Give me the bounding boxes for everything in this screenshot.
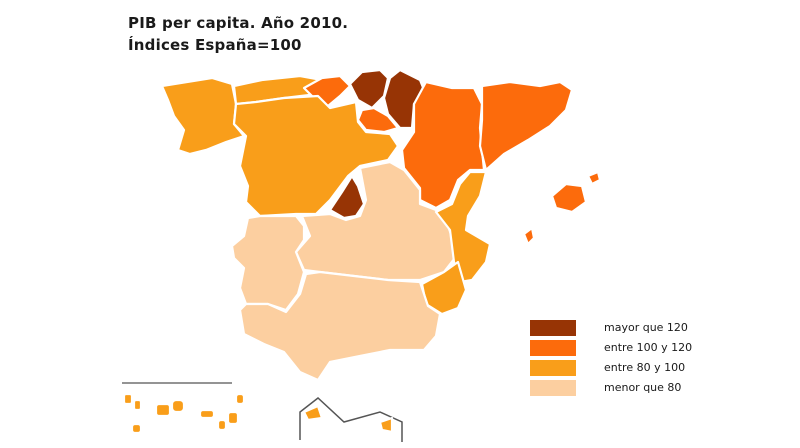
legend-item: menor que 80	[530, 378, 692, 397]
island-tenerife[interactable]	[154, 402, 172, 418]
island-lanzarote[interactable]	[226, 410, 240, 426]
legend-swatch	[530, 359, 576, 376]
legend-item: entre 80 y 100	[530, 358, 692, 377]
island-fuerteventura[interactable]	[198, 408, 216, 420]
region-baleares-mallorca[interactable]	[550, 182, 588, 214]
island-la-palma[interactable]	[132, 398, 143, 412]
region-ceuta[interactable]	[302, 404, 324, 422]
legend-label: mayor que 120	[604, 321, 688, 334]
legend-item: entre 100 y 120	[530, 338, 692, 357]
legend-label: entre 100 y 120	[604, 341, 693, 354]
region-castilla-leon[interactable]	[232, 94, 400, 218]
legend-swatch	[530, 379, 576, 396]
legend-label: entre 80 y 100	[604, 361, 686, 374]
region-baleares-ibiza[interactable]	[522, 226, 536, 246]
region-canarias[interactable]	[122, 392, 246, 435]
region-comunidad-valenciana[interactable]	[434, 170, 492, 284]
region-madrid[interactable]	[328, 174, 366, 220]
region-la-rioja[interactable]	[356, 106, 400, 134]
region-baleares-menorca[interactable]	[586, 170, 602, 186]
region-extremadura[interactable]	[230, 214, 306, 312]
region-galicia[interactable]	[160, 76, 246, 156]
map-legend: mayor que 120 entre 100 y 120 entre 80 y…	[530, 318, 692, 398]
region-melilla[interactable]	[378, 416, 394, 434]
ceuta-melilla-inset-frame	[299, 397, 403, 442]
title-line-1: PIB per capita. Año 2010.	[128, 14, 349, 32]
title-line-2: Índices España=100	[128, 36, 302, 54]
island-extra-2[interactable]	[216, 418, 228, 432]
region-aragon[interactable]	[400, 80, 486, 210]
legend-item: mayor que 120	[530, 318, 692, 337]
island-gran-canaria[interactable]	[170, 398, 186, 414]
island-hierro[interactable]	[122, 392, 134, 406]
island-gomera[interactable]	[130, 422, 143, 435]
legend-swatch	[530, 319, 576, 336]
legend-label: menor que 80	[604, 381, 682, 394]
region-cataluna[interactable]	[478, 80, 574, 172]
region-andalucia[interactable]	[238, 270, 442, 382]
region-pais-vasco[interactable]	[348, 68, 390, 110]
legend-swatch	[530, 339, 576, 356]
island-extra-1[interactable]	[234, 392, 246, 406]
map-title: PIB per capita. Año 2010. Índices España…	[128, 12, 348, 56]
